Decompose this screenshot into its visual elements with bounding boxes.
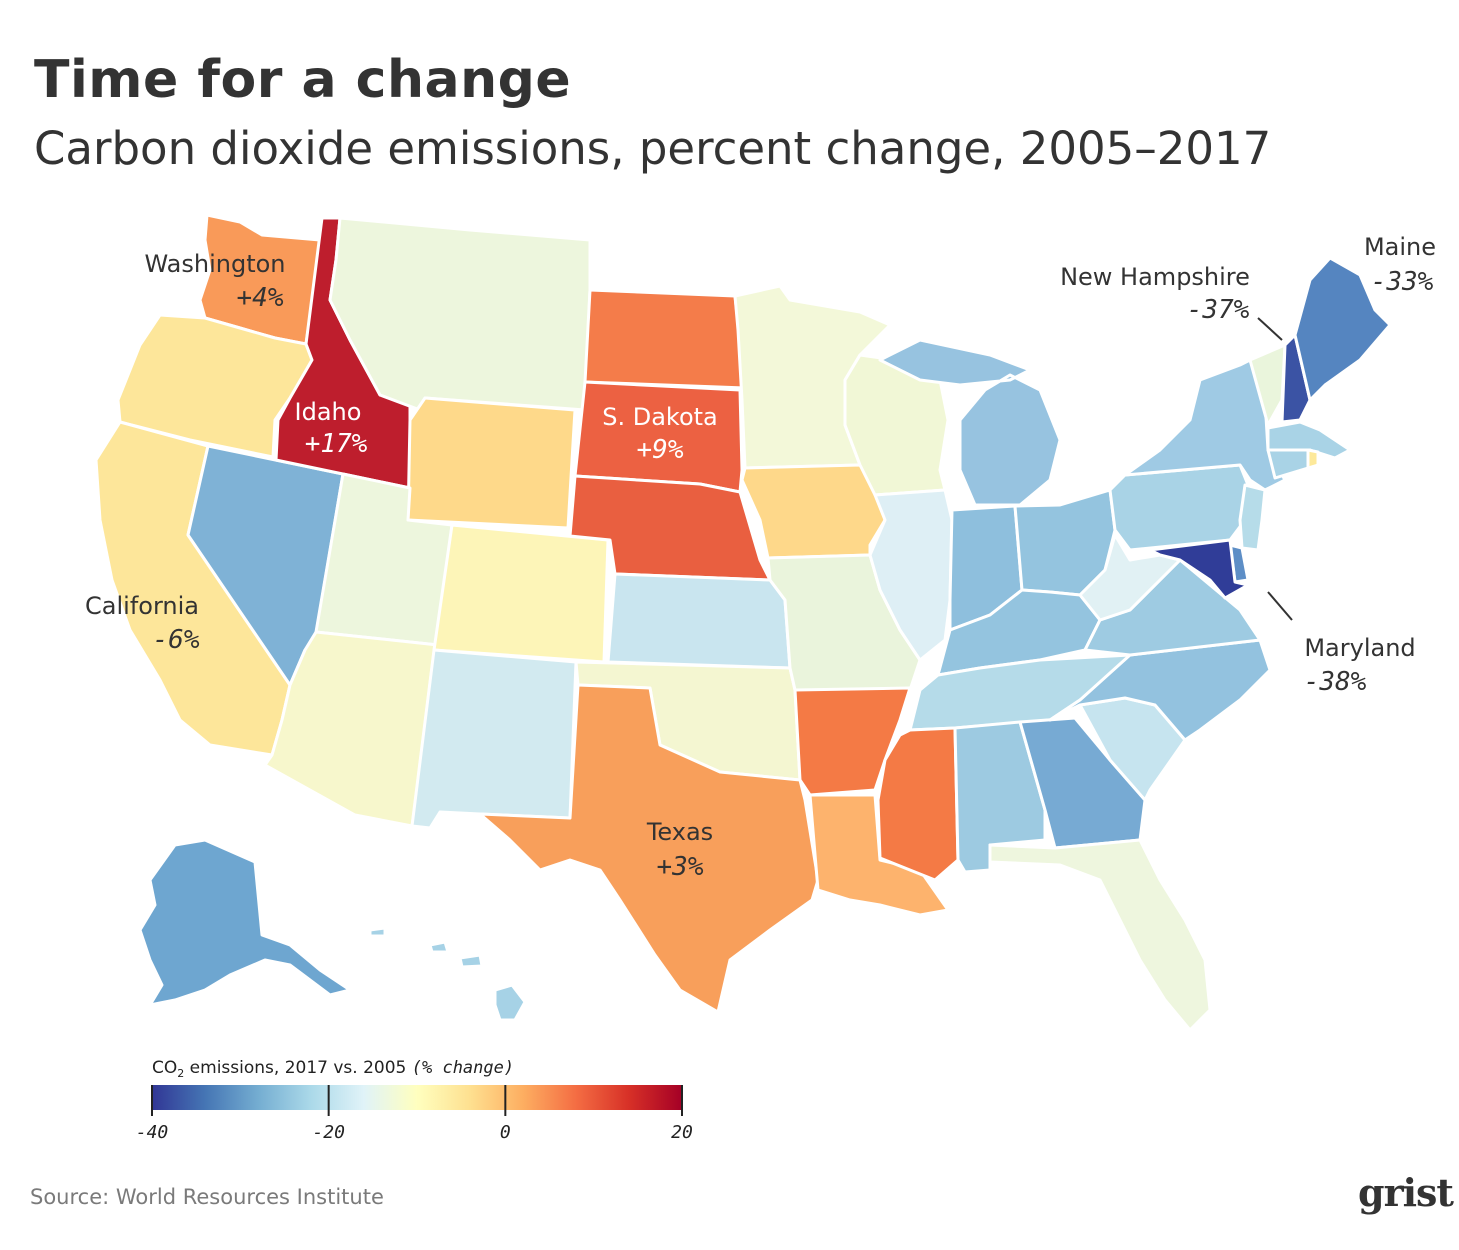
maryland-value-label: -38% [1304,667,1367,697]
grist-logo: grist [1358,1170,1454,1215]
legend-color-bar [152,1085,682,1110]
state-illinois[interactable] [868,488,954,662]
state-new-mexico[interactable] [410,648,578,830]
chart-title: Time for a change [34,50,572,110]
state-florida[interactable] [988,838,1212,1032]
state-iowa[interactable] [740,463,887,560]
state-oregon[interactable] [116,313,314,459]
new-hampshire-value-label: -37% [1187,295,1250,325]
legend: CO2 emissions, 2017 vs. 2005 (% change) … [136,1058,693,1143]
states-layer [94,213,1392,1032]
state-georgia[interactable] [1018,716,1147,850]
legend-tick-label: -40 [136,1122,169,1143]
state-north-dakota[interactable] [583,288,747,390]
source-note: Source: World Resources Institute [30,1185,384,1209]
legend-title-subscript: 2 [177,1067,184,1080]
state-maine[interactable] [1293,256,1392,402]
state-rhode-island[interactable] [1306,448,1320,470]
state-new-hampshire[interactable] [1280,333,1312,424]
idaho-value-label: +17% [305,429,368,459]
maryland-callout-line [1267,591,1293,621]
state-hawaii[interactable] [368,926,527,1022]
legend-ticks: -40 -20 0 20 [136,1085,693,1143]
state-north-carolina[interactable] [1048,638,1272,742]
maryland-name-label: Maryland [1304,634,1415,662]
texas-name-label: Texas [646,818,713,846]
maine-value-label: -33% [1371,267,1434,297]
legend-title: CO2 emissions, 2017 vs. 2005 (% change) [152,1058,514,1080]
legend-tick-label: 20 [671,1122,693,1143]
california-name-label: California [85,592,199,620]
legend-tick-label: -20 [312,1122,345,1143]
washington-value-label: +4% [237,283,284,313]
new-hampshire-name-label: New Hampshire [1060,263,1250,291]
state-colorado[interactable] [432,523,610,664]
callout-lines [1257,317,1293,621]
washington-name-label: Washington [144,250,285,278]
maine-name-label: Maine [1364,233,1436,261]
state-michigan[interactable] [878,338,1062,507]
idaho-name-label: Idaho [295,398,362,426]
legend-title-rest: emissions, 2017 vs. 2005 [184,1058,411,1078]
state-wyoming[interactable] [406,396,577,530]
logo-text: grist [1358,1170,1454,1215]
legend-title-units: (% change) [412,1058,514,1078]
new-hampshire-callout-line [1257,317,1283,341]
south-dakota-name-label: S. Dakota [602,403,718,431]
south-dakota-value-label: +9% [637,435,684,465]
state-texas[interactable] [478,683,820,1014]
legend-title-co: CO [152,1058,177,1078]
state-kansas[interactable] [606,572,792,670]
state-connecticut[interactable] [1266,448,1312,480]
chart-subtitle: Carbon dioxide emissions, percent change… [34,122,1272,175]
state-maryland[interactable] [1148,538,1250,600]
state-arkansas[interactable] [793,686,912,797]
state-new-jersey[interactable] [1238,483,1267,552]
state-alaska[interactable] [138,838,352,1007]
texas-value-label: +3% [657,852,704,882]
state-mississippi[interactable] [876,726,960,882]
california-value-label: -6% [153,625,200,655]
state-labels: Washington +4% Idaho +17% S. Dakota +9% … [85,233,1436,882]
state-pennsylvania[interactable] [1108,463,1252,552]
legend-tick-label: 0 [500,1122,511,1143]
